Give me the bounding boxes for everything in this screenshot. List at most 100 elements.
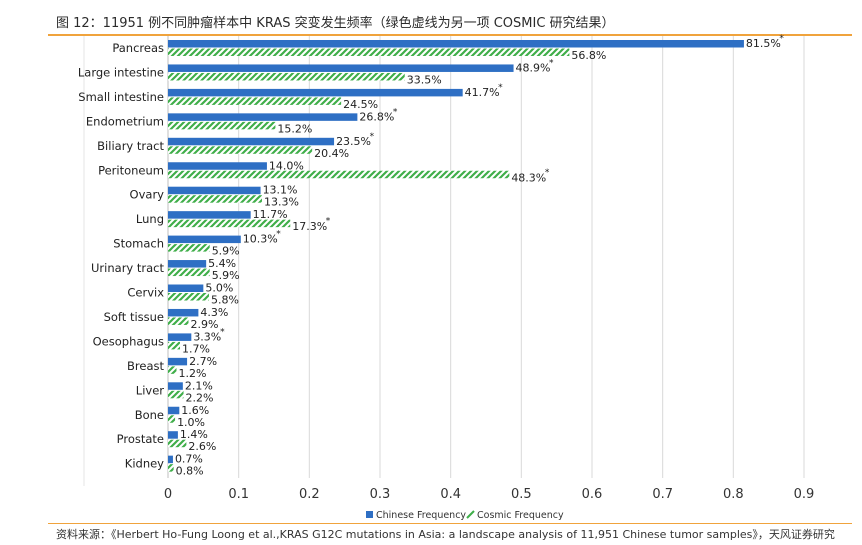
- data-label-chinese: 4.3%: [200, 306, 228, 319]
- bar-chinese-frequency: [168, 211, 251, 219]
- bar-chinese-frequency: [168, 40, 744, 48]
- x-tick-label: 0: [164, 487, 172, 502]
- data-label-cosmic: 48.3%: [511, 171, 546, 184]
- data-label-cosmic: 5.9%: [212, 245, 240, 258]
- data-label-cosmic: 15.2%: [277, 122, 312, 135]
- bar-chinese-frequency: [168, 455, 173, 464]
- data-label-chinese: 3.3%: [193, 330, 221, 343]
- y-tick-label: Cervix: [127, 286, 164, 300]
- bar-chinese-frequency: [168, 162, 267, 170]
- bar-chinese-frequency: [168, 308, 199, 317]
- footer-divider: [48, 523, 852, 524]
- data-label-cosmic: 1.7%: [182, 342, 210, 355]
- data-label-cosmic: 13.3%: [264, 196, 299, 209]
- bar-cosmic-frequency: [168, 48, 570, 56]
- data-label-chinese: 10.3%: [243, 233, 278, 246]
- x-tick-label: 0.5: [511, 487, 532, 502]
- significance-marker: *: [326, 217, 331, 227]
- data-label-cosmic: 5.9%: [212, 269, 240, 282]
- legend-swatch-chinese: [366, 511, 373, 518]
- bar-cosmic-frequency: [168, 97, 342, 105]
- data-label-chinese: 11.7%: [253, 208, 288, 221]
- data-label-cosmic: 2.9%: [190, 318, 218, 331]
- data-label-chinese: 13.1%: [263, 184, 298, 197]
- significance-marker: *: [370, 132, 375, 142]
- bar-cosmic-frequency: [168, 170, 510, 179]
- data-label-chinese: 48.9%: [516, 61, 551, 74]
- data-label-cosmic: 33.5%: [407, 73, 442, 86]
- significance-marker: *: [276, 230, 281, 240]
- significance-marker: *: [779, 34, 784, 44]
- data-label-chinese: 1.6%: [181, 404, 209, 417]
- bar-chinese-frequency: [168, 113, 358, 121]
- data-label-cosmic: 1.2%: [178, 367, 206, 380]
- y-tick-label: Endometrium: [86, 114, 164, 128]
- bar-chinese-frequency: [168, 382, 183, 390]
- bar-chinese-frequency: [168, 235, 241, 244]
- bar-cosmic-frequency: [168, 121, 276, 130]
- significance-marker: *: [393, 107, 398, 117]
- bar-chinese-frequency: [168, 357, 188, 366]
- bar-chinese-frequency: [168, 284, 204, 292]
- data-label-chinese: 1.4%: [180, 428, 208, 441]
- legend-swatch-cosmic: [466, 510, 475, 519]
- bar-cosmic-frequency: [168, 293, 209, 301]
- data-label-cosmic: 20.4%: [314, 147, 349, 160]
- bar-cosmic-frequency: [168, 317, 189, 325]
- y-tick-label: Pancreas: [112, 41, 164, 55]
- legend-label-chinese: Chinese Frequency: [376, 510, 466, 521]
- data-label-cosmic: 2.6%: [188, 440, 216, 453]
- data-label-chinese: 2.1%: [185, 379, 213, 392]
- y-tick-label: Breast: [127, 359, 164, 373]
- bar-chinese-frequency: [168, 137, 335, 146]
- x-tick-label: 0.4: [440, 487, 461, 502]
- y-tick-label: Lung: [136, 212, 164, 226]
- y-tick-label: Biliary tract: [97, 139, 164, 153]
- legend-label-cosmic: Cosmic Frequency: [477, 510, 564, 521]
- data-label-chinese: 5.4%: [208, 257, 236, 270]
- data-label-cosmic: 2.2%: [186, 391, 214, 404]
- data-label-cosmic: 24.5%: [343, 98, 378, 111]
- bar-cosmic-frequency: [168, 219, 291, 228]
- bar-cosmic-frequency: [168, 244, 210, 252]
- bar-chinese-frequency: [168, 186, 261, 195]
- y-tick-label: Peritoneum: [98, 163, 164, 177]
- bar-cosmic-frequency: [168, 366, 177, 374]
- x-tick-label: 0.2: [299, 487, 320, 502]
- data-label-chinese: 26.8%: [359, 110, 394, 123]
- data-label-chinese: 81.5%: [746, 37, 781, 50]
- bar-cosmic-frequency: [168, 341, 181, 350]
- data-label-cosmic: 17.3%: [292, 220, 327, 233]
- bar-chinese-frequency: [168, 88, 463, 97]
- data-label-chinese: 2.7%: [189, 355, 217, 368]
- x-tick-label: 0.9: [794, 487, 815, 502]
- x-tick-label: 0.6: [582, 487, 603, 502]
- bar-cosmic-frequency: [168, 415, 176, 423]
- data-label-chinese: 5.0%: [205, 282, 233, 295]
- bar-cosmic-frequency: [168, 439, 187, 448]
- data-label-cosmic: 1.0%: [177, 416, 205, 429]
- y-tick-label: Large intestine: [78, 65, 164, 79]
- y-tick-label: Liver: [136, 383, 164, 397]
- figure-title: 图 12：11951 例不同肿瘤样本中 KRAS 突变发生频率（绿色虚线为另一项…: [56, 16, 615, 31]
- y-tick-label: Kidney: [125, 457, 164, 471]
- bar-cosmic-frequency: [168, 72, 405, 81]
- y-tick-label: Bone: [135, 408, 164, 422]
- bar-cosmic-frequency: [168, 195, 262, 203]
- bar-cosmic-frequency: [168, 146, 313, 154]
- bar-chinese-frequency: [168, 260, 207, 268]
- data-label-chinese: 14.0%: [269, 159, 304, 172]
- bar-cosmic-frequency: [168, 268, 210, 277]
- bar-cosmic-frequency: [168, 390, 184, 399]
- y-tick-label: Stomach: [113, 237, 164, 251]
- source-note: 资料来源：《Herbert Ho-Fung Loong et al.,KRAS …: [56, 528, 835, 541]
- bar-cosmic-frequency: [168, 464, 174, 472]
- bar-chinese-frequency: [168, 406, 180, 415]
- significance-marker: *: [549, 58, 554, 68]
- legend: Chinese Frequency Cosmic Frequency: [366, 510, 564, 521]
- bar-chinese-frequency: [168, 431, 178, 439]
- x-tick-label: 0.7: [652, 487, 673, 502]
- x-tick-label: 0.3: [370, 487, 391, 502]
- data-label-chinese: 41.7%: [465, 86, 500, 99]
- y-tick-label: Small intestine: [78, 90, 164, 104]
